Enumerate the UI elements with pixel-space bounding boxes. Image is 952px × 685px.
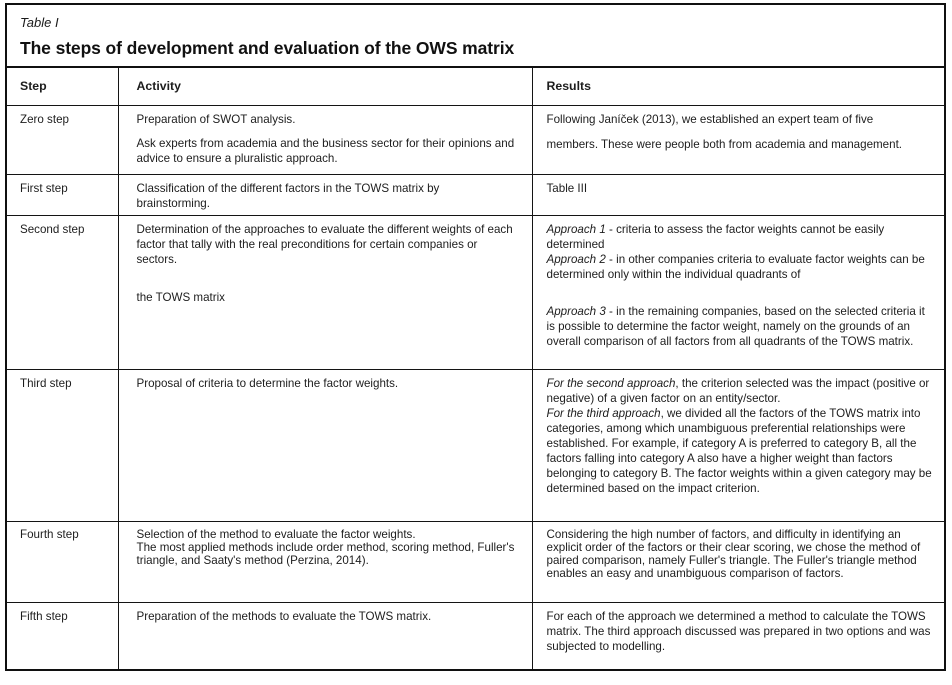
- activity-paragraph: Proposal of criteria to determine the fa…: [136, 376, 399, 390]
- table-row-first-step: First step Classification of the differe…: [7, 174, 944, 215]
- results-paragraph: Approach 1 - criteria to assess the fact…: [547, 222, 935, 252]
- step-cell: Fifth step: [7, 602, 119, 669]
- table-label: Table I: [20, 15, 59, 30]
- activity-paragraph: Preparation of SWOT analysis.: [136, 112, 296, 126]
- step-cell: Third step: [7, 369, 119, 521]
- results-paragraph: Following Janíček (2013), we established…: [546, 112, 874, 126]
- results-cell: For each of the approach we determined a…: [532, 602, 944, 669]
- results-paragraph: members. These were people both from aca…: [546, 137, 903, 151]
- results-cell: Table III: [532, 174, 944, 215]
- results-cell: Approach 1 - criteria to assess the fact…: [532, 215, 944, 369]
- col-header-activity: Activity: [118, 68, 533, 106]
- results-cell: Considering the high number of factors, …: [532, 521, 944, 602]
- results-text: - in other companies criteria to evaluat…: [546, 252, 925, 281]
- table-row-second-step: Second step Determination of the approac…: [7, 215, 944, 369]
- third-approach-label: For the third approach: [546, 406, 661, 420]
- activity-cell: Determination of the approaches to evalu…: [118, 215, 533, 369]
- results-text: , we divided all the factors of the TOWS…: [546, 406, 932, 495]
- activity-paragraph: Selection of the method to evaluate the …: [136, 527, 416, 541]
- results-cell: Following Janíček (2013), we established…: [532, 105, 944, 174]
- results-paragraph: Approach 3 - in the remaining companies,…: [547, 304, 935, 349]
- results-text: - in the remaining companies, based on t…: [546, 304, 925, 348]
- results-paragraph: Approach 2 - in other companies criteria…: [547, 252, 935, 282]
- table-row-zero-step: Zero step Preparation of SWOT analysis. …: [7, 105, 944, 174]
- table-row-fourth-step: Fourth step Selection of the method to e…: [7, 521, 944, 602]
- activity-paragraph: the TOWS matrix: [136, 290, 225, 304]
- col-header-step: Step: [7, 68, 119, 106]
- activity-cell: Preparation of the methods to evaluate t…: [118, 602, 533, 669]
- results-paragraph: For the third approach, we divided all t…: [547, 406, 935, 496]
- results-paragraph: Considering the high number of factors, …: [546, 527, 921, 581]
- activity-paragraph: Determination of the approaches to evalu…: [136, 222, 513, 266]
- approach-3-label: Approach 3: [546, 304, 606, 318]
- step-cell: Fourth step: [7, 521, 119, 602]
- steps-table: Step Activity Results Zero step Preparat…: [7, 68, 944, 669]
- approach-1-label: Approach 1: [546, 222, 606, 236]
- second-approach-label: For the second approach: [546, 376, 676, 390]
- activity-cell: Classification of the different factors …: [118, 174, 533, 215]
- activity-paragraph: Classification of the different factors …: [136, 181, 440, 210]
- results-paragraph: Table III: [546, 181, 588, 195]
- results-text: , the criterion selected was the impact …: [546, 376, 930, 405]
- activity-paragraph: Ask experts from academia and the busine…: [136, 136, 515, 165]
- header-row: Step Activity Results: [7, 68, 944, 106]
- approach-2-label: Approach 2: [546, 252, 606, 266]
- col-header-results: Results: [532, 68, 944, 106]
- activity-paragraph: Preparation of the methods to evaluate t…: [136, 609, 432, 623]
- step-cell: First step: [7, 174, 119, 215]
- activity-paragraph: The most applied methods include order m…: [136, 540, 515, 567]
- table-caption: Table I The steps of development and eva…: [7, 5, 944, 68]
- results-text: - criteria to assess the factor weights …: [546, 222, 885, 251]
- results-paragraph: For each of the approach we determined a…: [546, 609, 931, 653]
- table-row-third-step: Third step Proposal of criteria to deter…: [7, 369, 944, 521]
- table-title: The steps of development and evaluation …: [20, 38, 515, 58]
- activity-cell: Preparation of SWOT analysis. Ask expert…: [118, 105, 533, 174]
- activity-cell: Proposal of criteria to determine the fa…: [118, 369, 533, 521]
- results-paragraph: For the second approach, the criterion s…: [547, 376, 935, 406]
- table-row-fifth-step: Fifth step Preparation of the methods to…: [7, 602, 944, 669]
- results-cell: For the second approach, the criterion s…: [532, 369, 944, 521]
- table-figure: Table I The steps of development and eva…: [5, 3, 946, 671]
- activity-cell: Selection of the method to evaluate the …: [118, 521, 533, 602]
- step-cell: Zero step: [7, 105, 119, 174]
- step-cell: Second step: [7, 215, 119, 369]
